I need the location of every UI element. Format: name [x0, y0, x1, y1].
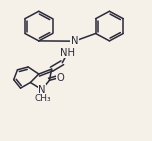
Text: N: N	[38, 85, 46, 94]
Text: CH₃: CH₃	[34, 94, 51, 103]
Text: N: N	[71, 36, 78, 46]
Text: NH: NH	[60, 48, 75, 58]
Text: O: O	[57, 73, 65, 83]
